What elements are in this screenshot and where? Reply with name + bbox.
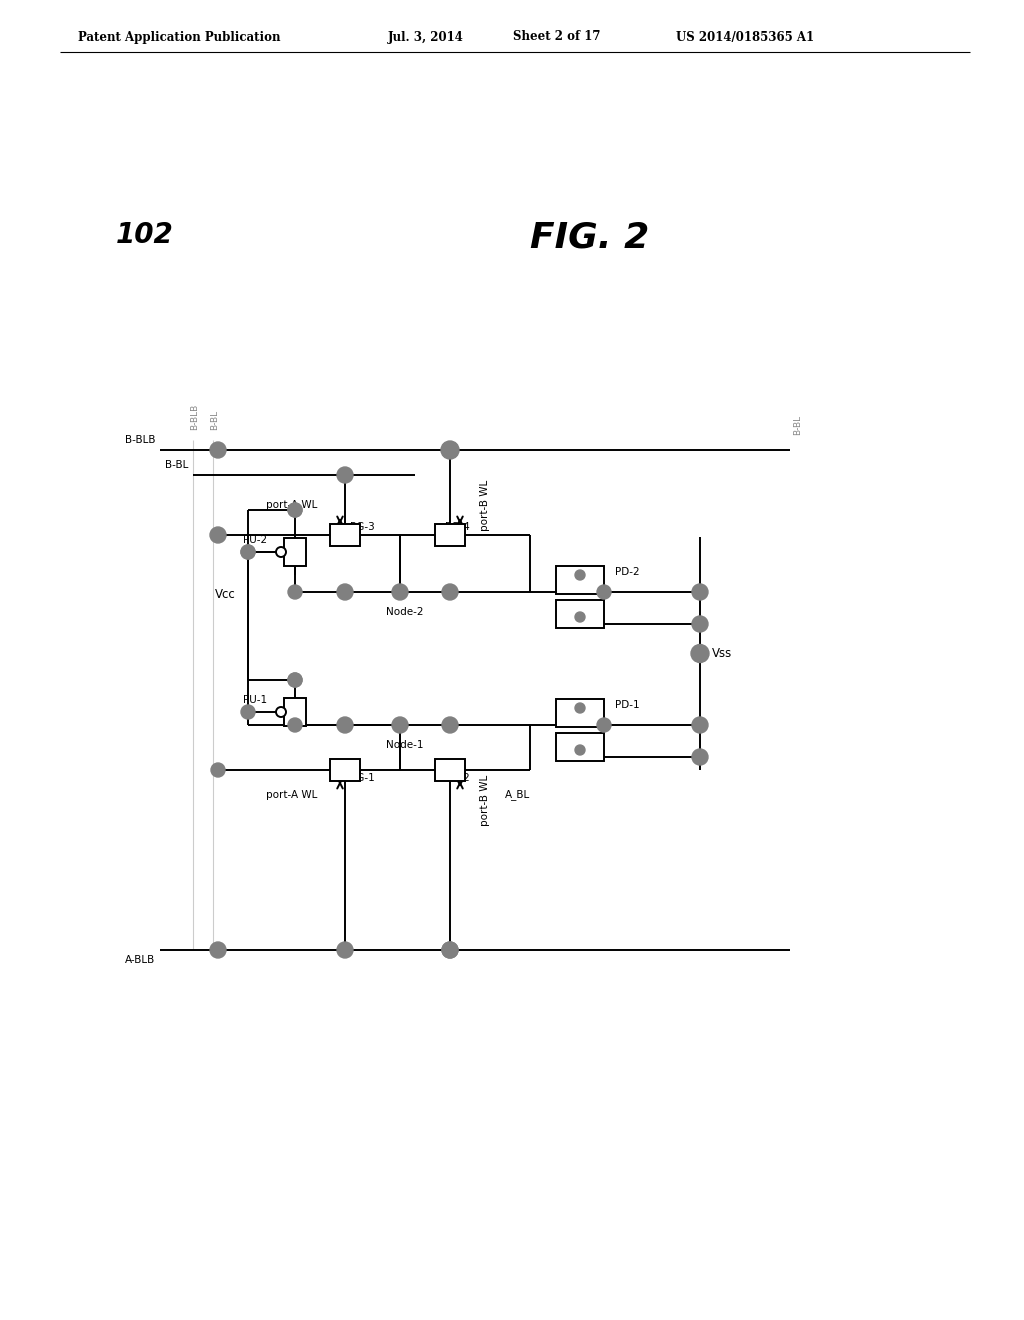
Text: B-BL: B-BL [794,414,803,436]
Circle shape [442,442,458,458]
Text: Node-1: Node-1 [386,741,424,750]
Text: PG-1: PG-1 [350,774,375,783]
Circle shape [337,467,353,483]
Circle shape [210,527,226,543]
Circle shape [241,545,255,558]
Circle shape [337,583,353,601]
Circle shape [288,503,302,517]
Bar [556,733,604,762]
Circle shape [288,585,302,599]
Text: Node-2: Node-2 [386,607,424,616]
Circle shape [241,705,255,719]
Text: Sheet 2 of 17: Sheet 2 of 17 [513,30,600,44]
Text: PG-2: PG-2 [445,774,470,783]
Text: US 2014/0185365 A1: US 2014/0185365 A1 [676,30,814,44]
Circle shape [276,546,286,557]
Circle shape [692,748,708,766]
Circle shape [692,616,708,632]
Text: port-B WL: port-B WL [480,775,490,825]
Circle shape [288,673,302,686]
Circle shape [692,583,708,601]
Circle shape [211,763,225,777]
Text: FIG. 2: FIG. 2 [530,220,649,255]
Circle shape [210,442,226,458]
Text: A_BL: A_BL [505,789,530,800]
Circle shape [288,503,302,517]
Bar [556,700,604,727]
Text: PG-4: PG-4 [445,521,470,532]
Circle shape [442,942,458,958]
Circle shape [392,583,408,601]
Bar [284,539,306,566]
Circle shape [692,717,708,733]
Text: B-BLB: B-BLB [190,404,200,430]
Circle shape [442,442,458,458]
Circle shape [575,570,585,579]
Text: port-A WL: port-A WL [265,500,317,510]
Text: Vcc: Vcc [215,589,236,602]
Circle shape [575,744,585,755]
Circle shape [337,942,353,958]
Bar [330,759,360,781]
Bar [556,601,604,628]
Circle shape [575,704,585,713]
Bar [435,759,465,781]
Circle shape [597,718,611,733]
Circle shape [575,612,585,622]
Circle shape [691,644,709,663]
Circle shape [241,545,255,558]
Text: Jul. 3, 2014: Jul. 3, 2014 [388,30,464,44]
Circle shape [441,441,459,459]
Circle shape [597,585,611,599]
Text: B-BL: B-BL [165,459,188,470]
Text: PU-2: PU-2 [243,535,267,545]
Text: port-A WL: port-A WL [265,789,317,800]
Text: PD-1: PD-1 [615,700,640,710]
Circle shape [276,708,286,717]
Bar [556,566,604,594]
Circle shape [442,717,458,733]
Bar [330,524,360,546]
Bar [435,524,465,546]
Bar [284,698,306,726]
Circle shape [288,673,302,686]
Circle shape [442,942,458,958]
Text: Vss: Vss [712,647,732,660]
Text: PG-3: PG-3 [350,521,375,532]
Text: port-B WL: port-B WL [480,479,490,531]
Circle shape [288,718,302,733]
Text: A-BLB: A-BLB [125,954,155,965]
Text: PU-1: PU-1 [243,696,267,705]
Text: B-BL: B-BL [211,411,219,430]
Circle shape [392,717,408,733]
Circle shape [210,942,226,958]
Text: Patent Application Publication: Patent Application Publication [78,30,281,44]
Text: 102: 102 [116,220,174,249]
Text: PD-2: PD-2 [615,568,640,577]
Circle shape [442,583,458,601]
Circle shape [337,717,353,733]
Text: B-BLB: B-BLB [125,436,155,445]
